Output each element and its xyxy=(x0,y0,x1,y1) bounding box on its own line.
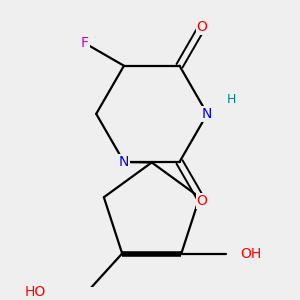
Text: OH: OH xyxy=(240,247,262,260)
Text: N: N xyxy=(202,107,212,121)
Text: N: N xyxy=(119,155,129,169)
Text: O: O xyxy=(196,20,208,34)
Text: O: O xyxy=(196,194,208,208)
Text: F: F xyxy=(81,36,89,50)
Text: H: H xyxy=(227,94,236,106)
Text: HO: HO xyxy=(25,285,46,299)
